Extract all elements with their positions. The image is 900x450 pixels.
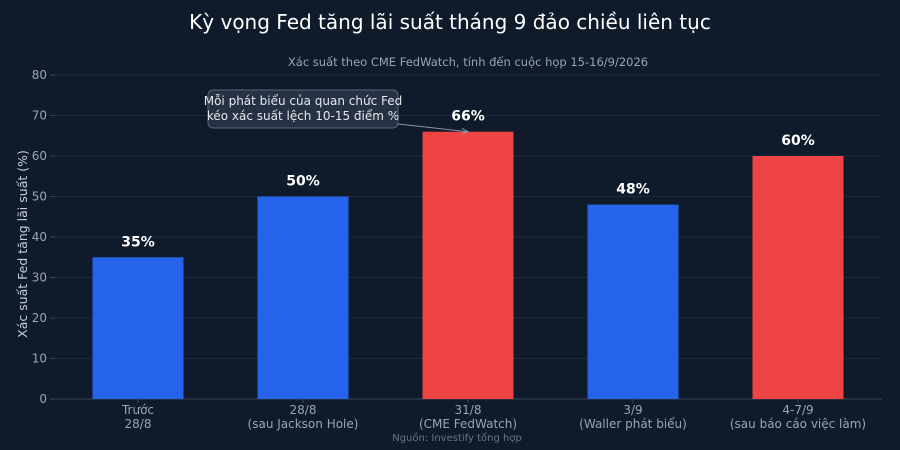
- bars: [92, 131, 844, 399]
- y-tick-label: 80: [32, 68, 47, 82]
- annotation-text: Mỗi phát biểu của quan chức Fed: [204, 94, 403, 108]
- x-tick-label: 28/8: [290, 403, 317, 417]
- value-labels: 35% 50% 66% 48% 60%: [121, 109, 815, 251]
- y-tick-label: 30: [32, 271, 47, 285]
- bar: [587, 204, 679, 399]
- annotation-arrowhead: [461, 127, 470, 135]
- y-tick-label: 70: [32, 109, 47, 123]
- bar-value-label: 48%: [616, 182, 650, 198]
- x-tick-label: (sau báo cáo việc làm): [730, 417, 866, 431]
- annotation-arrow: [397, 123, 469, 133]
- bar-value-label: 50%: [286, 174, 320, 190]
- source-note: Nguồn: Investify tổng hợp: [392, 431, 522, 444]
- bar-value-label: 35%: [121, 234, 155, 250]
- y-tick-label: 0: [39, 392, 47, 406]
- bar: [257, 196, 349, 399]
- x-tick-label: 3/9: [623, 403, 642, 417]
- annotation-text: kéo xác suất lệch 10-15 điểm %: [207, 109, 399, 123]
- x-tick-label: (CME FedWatch): [419, 417, 517, 431]
- y-tick-label: 60: [32, 149, 47, 163]
- x-tick-label: (Waller phát biểu): [579, 417, 687, 431]
- x-tick-label: 31/8: [455, 403, 482, 417]
- y-tick-label: 10: [32, 352, 47, 366]
- y-axis-label: Xác suất Fed tăng lãi suất (%): [15, 150, 30, 338]
- annotation-box: [207, 89, 399, 129]
- chart-title: Kỳ vọng Fed tăng lãi suất tháng 9 đảo ch…: [189, 10, 711, 34]
- bar-value-label: 66%: [451, 109, 485, 125]
- y-tick-label: 40: [32, 230, 47, 244]
- bar: [92, 257, 184, 399]
- chart-subtitle: Xác suất theo CME FedWatch, tính đến cuộ…: [288, 55, 648, 69]
- y-axis-ticks: 0 10 20 30 40 50 60 70 80: [32, 68, 55, 406]
- y-tick-label: 20: [32, 311, 47, 325]
- x-tick-label: Trước: [121, 403, 154, 417]
- x-tick-label: (sau Jackson Hole): [248, 417, 359, 431]
- bar: [752, 156, 844, 399]
- bar-value-label: 60%: [781, 133, 815, 149]
- x-tick-label: 4-7/9: [782, 403, 813, 417]
- x-tick-label: 28/8: [125, 417, 152, 431]
- y-tick-label: 50: [32, 190, 47, 204]
- bar: [422, 131, 514, 399]
